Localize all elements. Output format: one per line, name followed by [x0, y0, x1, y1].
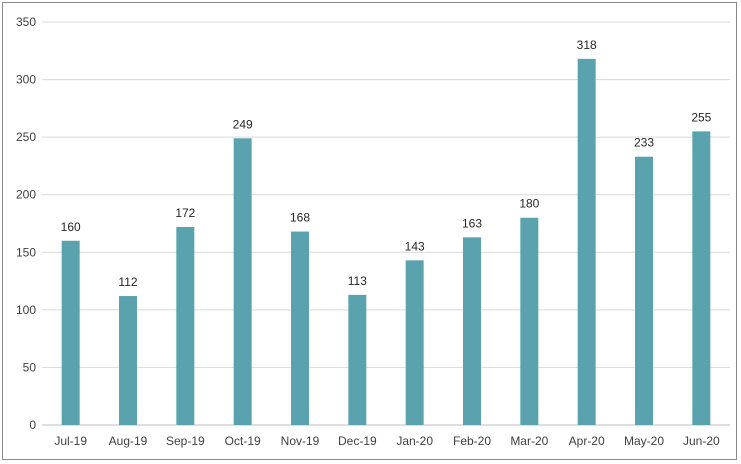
bar	[520, 217, 539, 425]
data-label: 249	[233, 117, 253, 131]
data-label: 168	[290, 211, 310, 225]
data-label: 180	[519, 197, 539, 211]
bar	[635, 156, 653, 425]
data-label: 255	[691, 110, 711, 124]
bars	[61, 58, 711, 426]
x-tick-label: Mar-20	[510, 434, 548, 448]
data-label: 160	[61, 220, 81, 234]
y-axis-tick-labels: 0 50 100 150 200 250 300 350	[16, 15, 36, 432]
data-label: 113	[348, 274, 367, 288]
bar	[176, 226, 195, 425]
x-tick-label: May-20	[624, 434, 664, 448]
data-label: 163	[462, 216, 482, 230]
bar-chart: 0 50 100 150 200 250 300 350 160 112 172 249 168 113…	[16, 15, 730, 448]
y-tick-label: 200	[16, 188, 36, 202]
bar	[119, 296, 137, 425]
x-tick-label: Dec-19	[338, 434, 377, 448]
x-tick-label: Aug-19	[109, 434, 148, 448]
data-label: 143	[405, 239, 425, 253]
x-tick-label: Sep-19	[166, 434, 205, 448]
chart-frame: 0 50 100 150 200 250 300 350 160 112 172 249 168 113…	[2, 2, 737, 460]
y-tick-label: 250	[16, 130, 36, 144]
data-label: 318	[577, 38, 597, 52]
bar	[61, 240, 80, 425]
x-tick-label: Jun-20	[683, 434, 720, 448]
y-tick-label: 300	[16, 73, 36, 87]
bar	[463, 237, 481, 425]
data-label: 233	[634, 136, 654, 150]
y-tick-label: 150	[16, 245, 36, 259]
x-tick-label: Apr-20	[569, 434, 605, 448]
bar	[291, 231, 309, 425]
x-tick-label: Jul-19	[54, 434, 87, 448]
x-tick-label: Jan-20	[396, 434, 433, 448]
y-tick-label: 100	[16, 303, 36, 317]
data-labels: 160 112 172 249 168 113 143 163 180 318 233 255	[61, 38, 712, 289]
gridlines	[42, 21, 730, 426]
x-axis-tick-labels: Jul-19 Aug-19 Sep-19 Oct-19 Nov-19 Dec-19 Jan-…	[54, 434, 720, 448]
bar	[692, 131, 711, 425]
x-tick-label: Feb-20	[453, 434, 491, 448]
y-tick-label: 0	[29, 418, 36, 432]
bar	[348, 294, 367, 425]
bar	[405, 260, 424, 425]
bar	[577, 58, 596, 426]
data-label: 112	[118, 275, 137, 289]
data-label: 172	[175, 206, 195, 220]
y-tick-label: 50	[23, 360, 37, 374]
x-tick-label: Nov-19	[281, 434, 320, 448]
bar	[233, 138, 252, 425]
y-tick-label: 350	[16, 15, 36, 29]
x-tick-label: Oct-19	[225, 434, 261, 448]
